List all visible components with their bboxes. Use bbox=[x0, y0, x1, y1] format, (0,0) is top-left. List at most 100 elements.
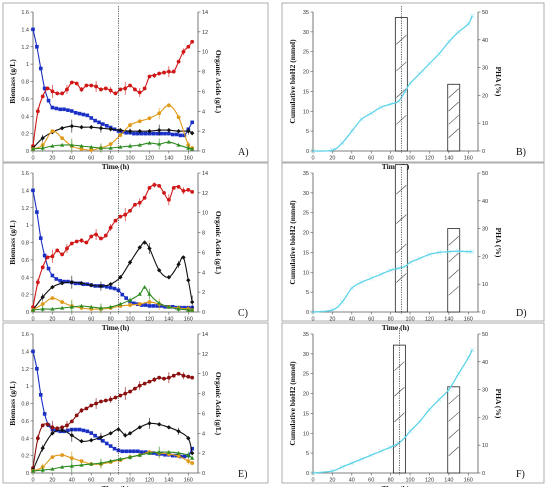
data-point bbox=[147, 185, 152, 190]
data-point bbox=[186, 452, 191, 457]
pha-bar-hatch bbox=[448, 115, 459, 125]
data-point bbox=[417, 418, 423, 424]
x-axis-label: Time (h) bbox=[102, 484, 130, 487]
data-point bbox=[378, 271, 384, 277]
data-point bbox=[77, 111, 82, 116]
data-point bbox=[166, 139, 171, 144]
data-point bbox=[118, 127, 123, 133]
data-point bbox=[73, 110, 78, 115]
x-tick-label: 0 bbox=[31, 156, 34, 162]
x-tick-label: 40 bbox=[69, 478, 75, 484]
data-point bbox=[152, 377, 157, 382]
x-axis-label: Time (h) bbox=[102, 162, 130, 171]
data-point bbox=[46, 266, 51, 271]
data-point bbox=[108, 304, 113, 309]
x-tick-label: 100 bbox=[125, 156, 134, 162]
x-tick-label: 20 bbox=[329, 317, 335, 323]
data-point bbox=[155, 452, 160, 456]
data-point bbox=[133, 87, 137, 92]
x-tick-label: 0 bbox=[311, 478, 314, 484]
y-tick-label: 1 bbox=[26, 223, 29, 229]
y-axis-label: Cumulative bioH2 (mmol) bbox=[288, 200, 297, 285]
data-point bbox=[55, 91, 60, 96]
data-point bbox=[65, 423, 69, 428]
y-tick-label: 10 bbox=[303, 109, 309, 115]
y-tick-label: 1.6 bbox=[21, 332, 29, 338]
data-point bbox=[427, 252, 432, 257]
data-point bbox=[40, 135, 45, 141]
data-point bbox=[186, 374, 191, 379]
data-point bbox=[402, 89, 408, 94]
data-point bbox=[89, 438, 94, 443]
data-point bbox=[147, 131, 152, 136]
y2-tick-label: 30 bbox=[482, 227, 488, 233]
y2-tick-label: 20 bbox=[482, 93, 488, 99]
data-point bbox=[118, 87, 123, 92]
data-point bbox=[69, 123, 75, 129]
data-point bbox=[359, 456, 364, 462]
data-point bbox=[60, 453, 65, 458]
data-point bbox=[59, 281, 65, 286]
data-point bbox=[108, 225, 113, 230]
data-point bbox=[395, 440, 401, 446]
data-point bbox=[40, 94, 45, 99]
data-point bbox=[176, 371, 181, 376]
data-point bbox=[436, 250, 442, 255]
data-point bbox=[176, 115, 181, 120]
data-point bbox=[108, 145, 113, 150]
data-point bbox=[190, 146, 195, 151]
y2-tick-label: 40 bbox=[482, 38, 488, 44]
data-point bbox=[69, 280, 75, 285]
panel-label: F) bbox=[516, 469, 525, 480]
y-tick-label: 20 bbox=[303, 70, 309, 76]
y2-tick-label: 10 bbox=[482, 443, 488, 449]
x-tick-label: 120 bbox=[425, 317, 434, 323]
data-point bbox=[163, 131, 167, 136]
data-point bbox=[50, 254, 55, 259]
data-point bbox=[65, 246, 69, 251]
data-point bbox=[128, 449, 132, 454]
data-point bbox=[174, 132, 179, 137]
data-point bbox=[427, 407, 432, 412]
y-tick-label: 35 bbox=[303, 171, 309, 177]
data-point bbox=[128, 123, 132, 128]
pha-bar-hatch bbox=[448, 429, 459, 439]
y-tick-label: 5 bbox=[306, 451, 309, 457]
pha-bar-hatch bbox=[448, 236, 459, 246]
data-point bbox=[79, 147, 84, 151]
x-tick-label: 60 bbox=[88, 478, 94, 484]
y2-tick-label: 8 bbox=[202, 70, 205, 76]
y2-tick-label: 14 bbox=[202, 10, 208, 16]
data-point bbox=[69, 419, 74, 424]
data-point bbox=[147, 140, 152, 145]
data-point bbox=[182, 305, 187, 310]
data-point bbox=[189, 299, 195, 305]
data-point bbox=[89, 282, 94, 288]
y-tick-label: 0.6 bbox=[21, 97, 29, 103]
data-point bbox=[50, 455, 55, 460]
data-point bbox=[147, 379, 152, 384]
data-point bbox=[359, 116, 364, 122]
data-point bbox=[388, 267, 394, 273]
data-point bbox=[132, 449, 136, 454]
data-point bbox=[112, 286, 117, 291]
pha-bar-hatch bbox=[448, 269, 459, 279]
y-tick-label: 0.4 bbox=[21, 275, 29, 281]
y-tick-label: 1.6 bbox=[21, 10, 29, 16]
x-axis-label: Time (h) bbox=[382, 323, 410, 332]
data-point bbox=[137, 291, 142, 296]
x-tick-label: 40 bbox=[349, 317, 355, 323]
data-point bbox=[50, 284, 55, 290]
pha-bar bbox=[447, 386, 461, 474]
data-point bbox=[54, 277, 59, 281]
data-point bbox=[73, 281, 78, 286]
y2-tick-label: 4 bbox=[202, 270, 205, 276]
series-line bbox=[32, 29, 193, 137]
data-point bbox=[79, 462, 84, 467]
y2-tick-label: 4 bbox=[202, 431, 205, 437]
data-point bbox=[120, 130, 125, 134]
y2-tick-label: 20 bbox=[482, 254, 488, 260]
y2-tick-label: 2 bbox=[202, 451, 205, 457]
y-tick-label: 25 bbox=[303, 50, 309, 56]
data-point bbox=[103, 398, 108, 403]
